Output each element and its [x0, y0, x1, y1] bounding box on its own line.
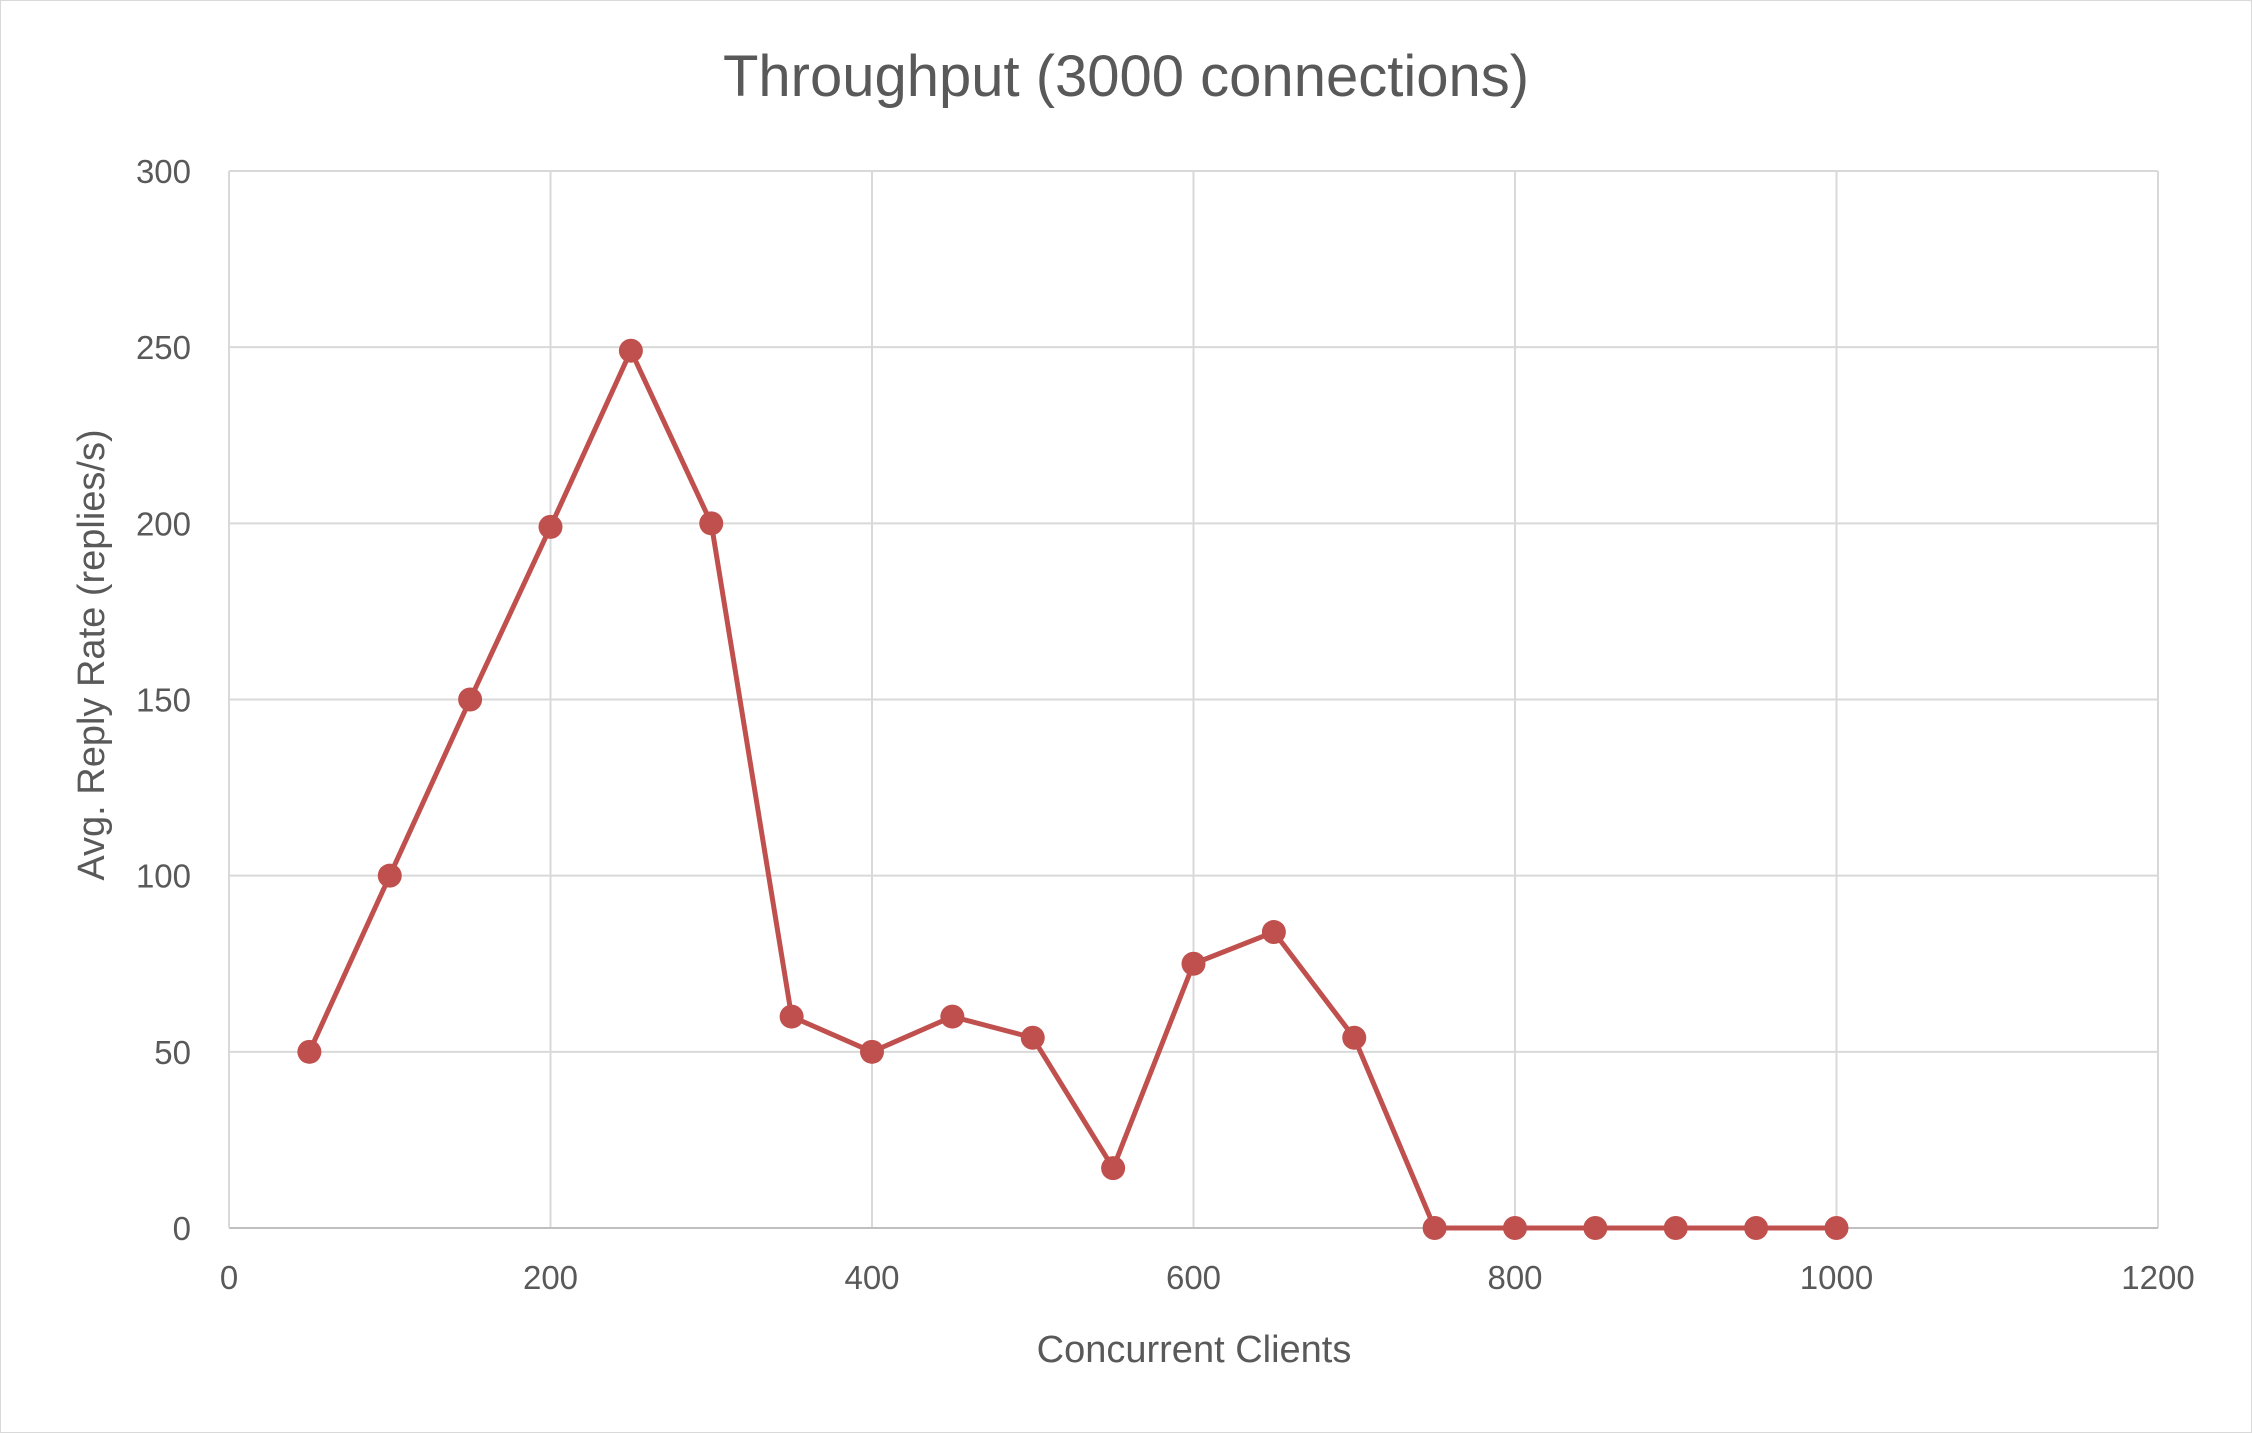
data-point [458, 687, 483, 712]
data-point [377, 863, 402, 888]
y-tick-label: 300 [136, 153, 191, 190]
data-point [1663, 1216, 1688, 1240]
tick-labels: 0 50 100 150 200 250 300 0 200 400 600 800 1000 1200 [136, 153, 2195, 1296]
series-layer [297, 338, 1849, 1240]
data-point [860, 1039, 884, 1064]
chart-title: Throughput (3000 connections) [723, 44, 1529, 109]
x-axis-title: Concurrent Clients [1037, 1329, 1352, 1371]
gridlines [229, 170, 2159, 1228]
data-point [1342, 1025, 1367, 1050]
x-tick-label: 200 [523, 1259, 578, 1296]
data-point [618, 338, 643, 363]
y-tick-label: 150 [136, 682, 191, 719]
y-tick-label: 200 [136, 505, 191, 542]
x-tick-label: 1000 [1800, 1259, 1873, 1296]
y-tick-label: 250 [136, 329, 191, 366]
data-point [1422, 1216, 1447, 1240]
x-tick-label: 400 [844, 1259, 899, 1296]
data-point [1503, 1216, 1527, 1240]
data-point [297, 1039, 322, 1064]
x-tick-label: 0 [220, 1259, 238, 1296]
data-point [1824, 1216, 1849, 1240]
data-point [1181, 951, 1206, 976]
series-line [307, 348, 1837, 1231]
y-axis-title: Avg. Reply Rate (replies/s) [71, 429, 113, 880]
data-point [699, 511, 724, 536]
data-point [1261, 920, 1286, 945]
data-point [1583, 1216, 1608, 1240]
y-tick-label: 100 [136, 858, 191, 895]
data-point [1744, 1216, 1769, 1240]
data-point [779, 1004, 804, 1029]
data-point [940, 1004, 965, 1029]
data-point [538, 514, 563, 539]
data-point [1101, 1156, 1126, 1181]
x-tick-label: 800 [1487, 1259, 1542, 1296]
y-tick-label: 50 [154, 1034, 191, 1071]
y-tick-label: 0 [173, 1210, 191, 1247]
x-tick-label: 1200 [2121, 1259, 2194, 1296]
data-point [1020, 1025, 1045, 1050]
x-tick-label: 600 [1166, 1259, 1221, 1296]
